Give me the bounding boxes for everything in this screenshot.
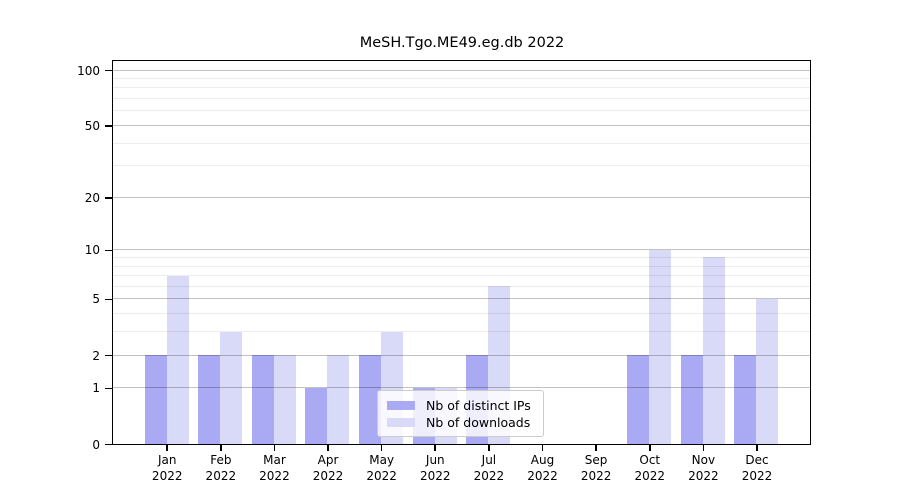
y-tick-mark xyxy=(105,197,113,199)
bar-distinct-ips-feb xyxy=(198,355,221,444)
x-tick-mark xyxy=(702,445,705,452)
x-tick-label-nov: Nov 2022 xyxy=(688,452,719,483)
y-tick-label: 5 xyxy=(92,292,100,307)
y-tick-label: 2 xyxy=(92,348,100,363)
y-tick-label: 10 xyxy=(84,243,100,258)
y-tick-label: 100 xyxy=(77,63,100,78)
legend-swatch-downloads xyxy=(387,418,415,427)
y-tick-label: 1 xyxy=(92,381,100,396)
bars-layer xyxy=(113,61,810,444)
plot-area: Nb of distinct IPs Nb of downloads xyxy=(112,60,811,445)
x-tick-mark xyxy=(756,445,758,452)
x-tick-mark xyxy=(488,445,490,452)
bar-distinct-ips-nov xyxy=(680,355,703,444)
bar-distinct-ips-oct xyxy=(627,355,650,444)
bar-distinct-ips-apr xyxy=(305,387,328,444)
y-tick-mark xyxy=(105,69,113,72)
x-tick-label-jul: Jul 2022 xyxy=(473,452,505,483)
x-tick-label-oct: Oct 2022 xyxy=(634,452,666,483)
legend-swatch-distinct-ips xyxy=(387,401,415,410)
legend: Nb of distinct IPs Nb of downloads xyxy=(377,390,544,437)
bar-distinct-ips-mar xyxy=(251,355,274,444)
y-tick-label: 20 xyxy=(84,190,100,205)
x-tick-label-mar: Mar 2022 xyxy=(259,452,290,483)
y-tick-mark xyxy=(105,443,113,446)
x-tick-label-dec: Dec 2022 xyxy=(741,452,773,483)
bar-downloads-jan xyxy=(166,275,189,444)
y-tick-mark xyxy=(105,354,113,357)
bar-distinct-ips-may xyxy=(359,355,382,444)
x-tick-label-may: May 2022 xyxy=(366,452,397,483)
y-tick-label: 0 xyxy=(92,437,100,452)
x-tick-label-feb: Feb 2022 xyxy=(205,452,237,483)
x-tick-mark xyxy=(380,445,383,452)
x-tick-mark xyxy=(166,445,168,452)
chart-title: MeSH.Tgo.ME49.eg.db 2022 xyxy=(359,35,565,51)
x-tick-mark xyxy=(648,445,651,452)
legend-label-downloads: Nb of downloads xyxy=(426,415,531,430)
bar-distinct-ips-jan xyxy=(144,355,167,444)
bar-distinct-ips-dec xyxy=(734,355,757,444)
y-tick-mark xyxy=(105,125,113,127)
bar-downloads-apr xyxy=(327,355,350,444)
y-tick-mark xyxy=(105,298,113,301)
bar-downloads-oct xyxy=(649,249,672,444)
bar-downloads-nov xyxy=(702,257,725,444)
bar-downloads-dec xyxy=(756,298,779,444)
y-tick-mark xyxy=(105,249,113,252)
x-tick-label-apr: Apr 2022 xyxy=(312,452,344,483)
x-tick-mark xyxy=(220,445,222,452)
x-tick-mark xyxy=(327,445,329,452)
x-tick-label-aug: Aug 2022 xyxy=(527,452,558,483)
x-tick-mark xyxy=(595,445,597,452)
x-tick-label-sep: Sep 2022 xyxy=(580,452,612,483)
x-tick-mark xyxy=(541,445,544,452)
x-tick-label-jan: Jan 2022 xyxy=(151,452,183,483)
legend-item-distinct-ips: Nb of distinct IPs xyxy=(387,397,543,414)
y-tick-label: 50 xyxy=(84,119,100,134)
x-tick-label-jun: Jun 2022 xyxy=(420,452,451,483)
bar-downloads-feb xyxy=(220,331,243,444)
x-tick-mark xyxy=(434,445,437,452)
legend-label-distinct-ips: Nb of distinct IPs xyxy=(426,398,531,413)
x-tick-mark xyxy=(273,445,276,452)
legend-item-downloads: Nb of downloads xyxy=(387,414,543,431)
bar-downloads-mar xyxy=(273,355,296,444)
y-tick-mark xyxy=(105,387,113,390)
